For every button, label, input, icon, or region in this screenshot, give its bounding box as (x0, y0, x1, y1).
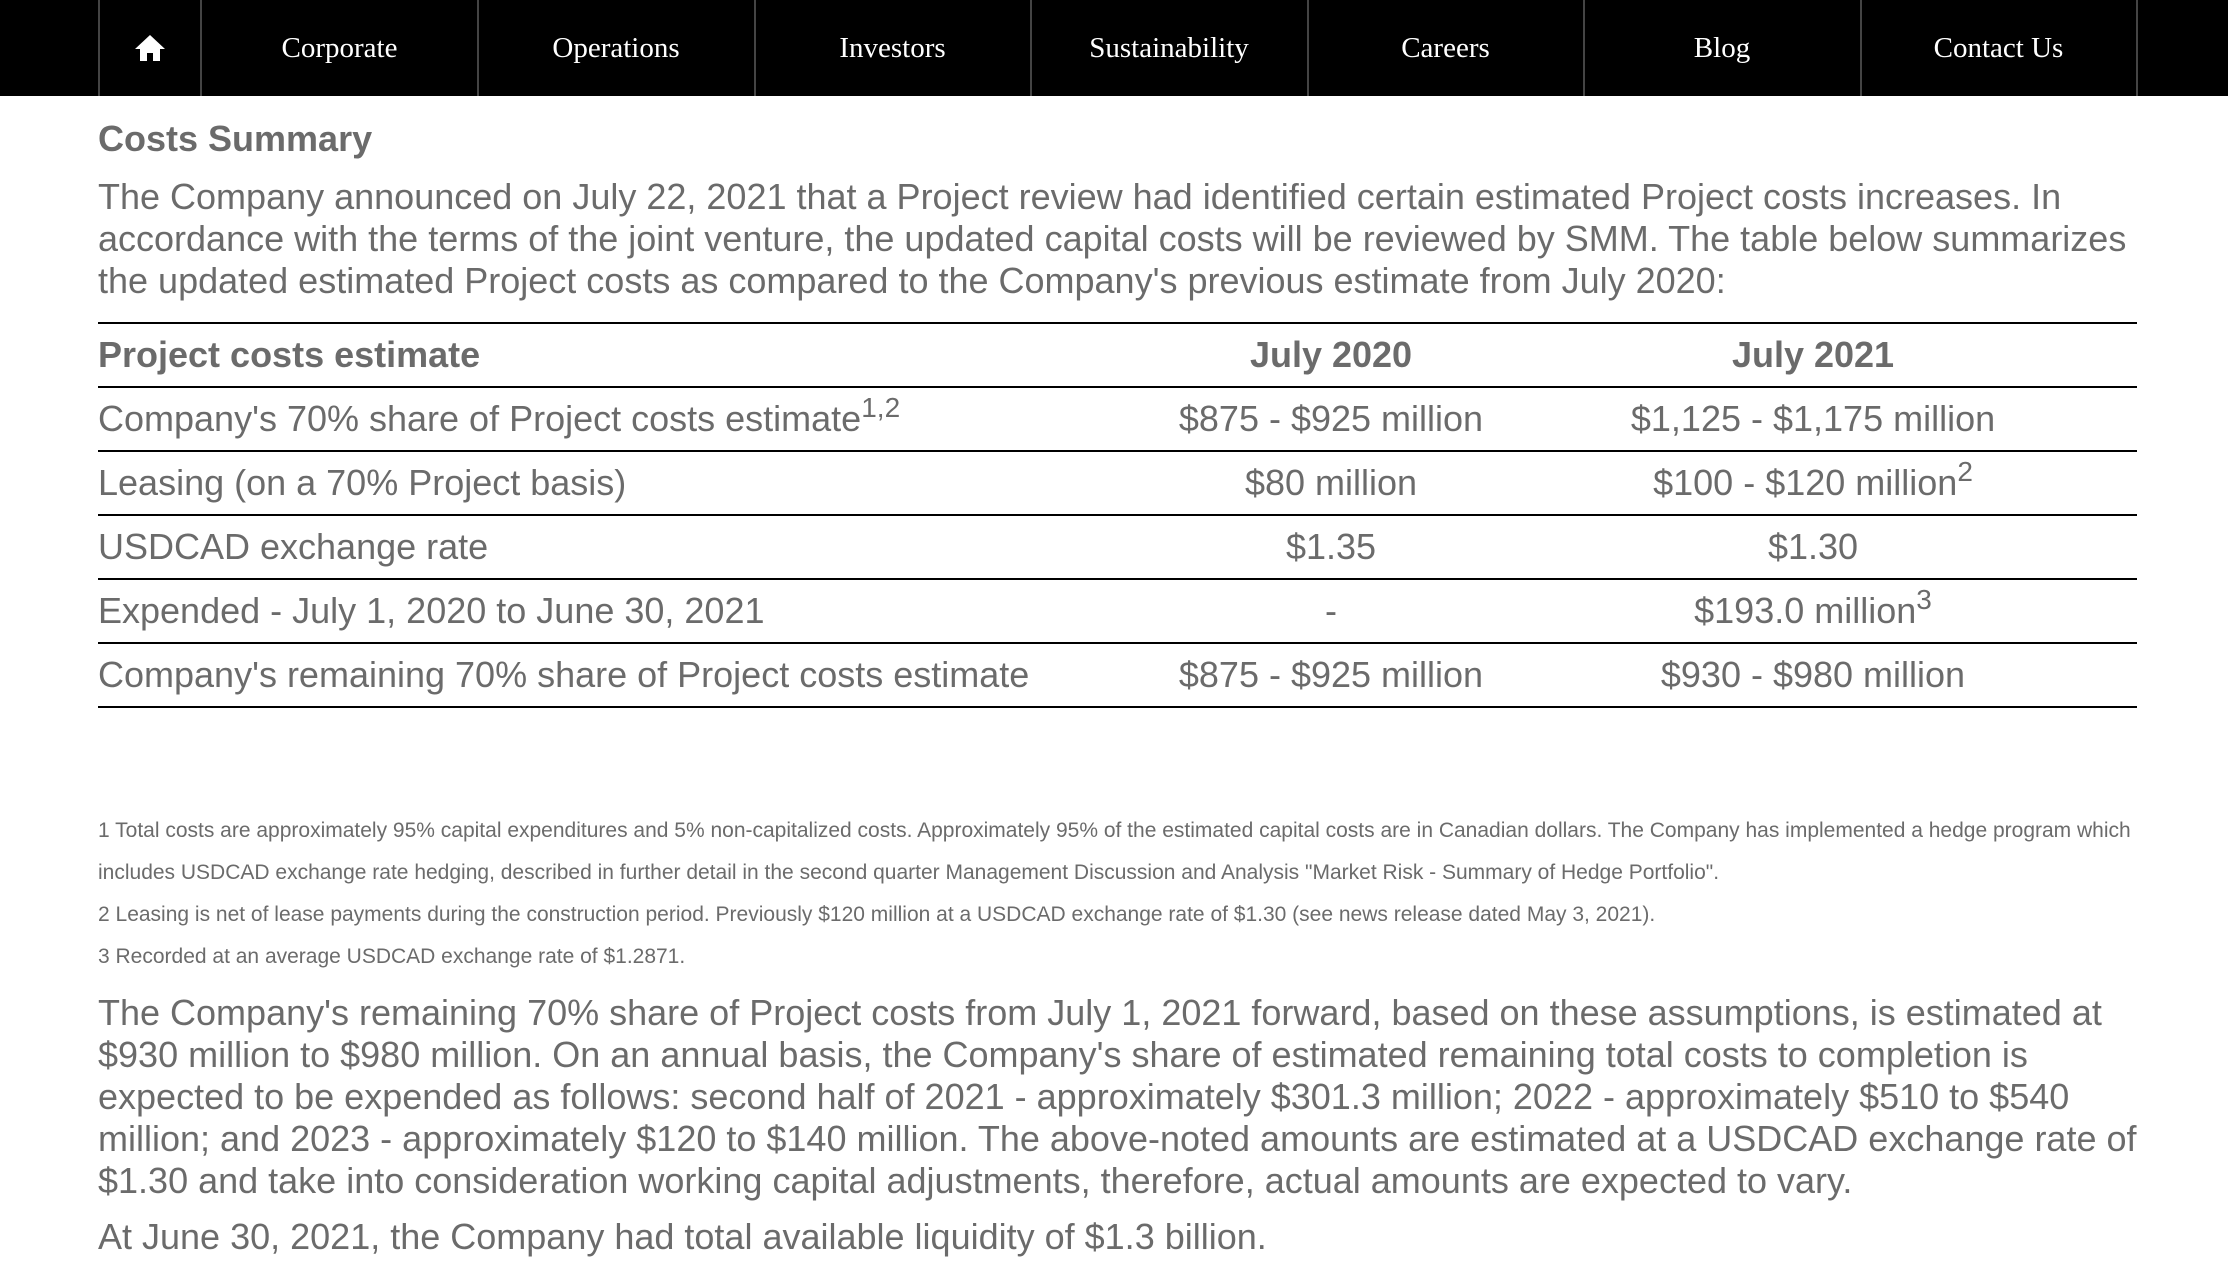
home-icon (135, 35, 165, 61)
footnote-ref: 1,2 (861, 392, 901, 423)
table-cell: $1.35 (1173, 514, 1489, 579)
table-row: Company's remaining 70% share of Project… (98, 642, 2137, 708)
cell-text: $875 - $925 million (1178, 398, 1484, 439)
nav-link[interactable]: Blog (1585, 0, 1862, 96)
home-button[interactable] (98, 0, 202, 96)
table-cell: $875 - $925 million (1173, 642, 1489, 708)
table-cell: - (1173, 578, 1489, 643)
cell-text: USDCAD exchange rate (98, 526, 489, 567)
content: Costs Summary The Company announced on J… (98, 116, 2137, 1258)
footnote-ref: 3 (1916, 584, 1932, 615)
column-header: July 2021 (1489, 322, 2137, 387)
paragraph: The Company's remaining 70% share of Pro… (98, 992, 2137, 1201)
nav-link[interactable]: Contact Us (1861, 0, 2138, 96)
table-cell: $80 million (1173, 450, 1489, 515)
cell-text: Leasing (on a 70% Project basis) (98, 462, 627, 503)
table-row: USDCAD exchange rate $1.35 $1.30 (98, 514, 2137, 579)
table-row: Expended - July 1, 2020 to June 30, 2021… (98, 578, 2137, 643)
table-cell: $1,125 - $1,175 million (1489, 386, 2137, 451)
table-cell: Leasing (on a 70% Project basis) (98, 450, 1173, 515)
footnote: 1 Total costs are approximately 95% capi… (98, 819, 2131, 884)
cell-text: - (1325, 590, 1337, 631)
cell-text: $875 - $925 million (1178, 654, 1484, 695)
column-header: Project costs estimate (98, 322, 1173, 387)
table-row: Leasing (on a 70% Project basis) $80 mill… (98, 450, 2137, 515)
table-cell: USDCAD exchange rate (98, 514, 1173, 579)
cell-text: $930 - $980 million (1660, 654, 1966, 695)
nav-link[interactable]: Sustainability (1032, 0, 1309, 96)
table-cell: $1.30 (1489, 514, 2137, 579)
nav-link[interactable]: Careers (1308, 0, 1585, 96)
table-cell: $100 - $120 million2 (1489, 450, 2137, 515)
table-cell: Expended - July 1, 2020 to June 30, 2021 (98, 578, 1173, 643)
table-cell: $875 - $925 million (1173, 386, 1489, 451)
footnote: 3 Recorded at an average USDCAD exchange… (98, 945, 686, 968)
nav-link[interactable]: Investors (755, 0, 1032, 96)
table-row: Company's 70% share of Project costs est… (98, 386, 2137, 451)
table-cell: Company's 70% share of Project costs est… (98, 386, 1173, 451)
paragraph: At June 30, 2021, the Company had total … (98, 1216, 1267, 1257)
cell-text: $1.35 (1285, 526, 1377, 567)
table-cell: $193.0 million3 (1489, 578, 2137, 643)
cell-text: $1.30 (1767, 526, 1859, 567)
costs-table: Project costs estimate July 2020 July 2021… (98, 322, 2137, 708)
nav-link[interactable]: Operations (479, 0, 756, 96)
footnote-ref: 2 (1957, 456, 1973, 487)
cell-text: $100 - $120 million (1653, 462, 1958, 503)
cell-text: $80 million (1244, 462, 1418, 503)
cell-text: $193.0 million (1694, 590, 1917, 631)
nav-link[interactable]: Corporate (202, 0, 479, 96)
column-header: July 2020 (1173, 322, 1489, 387)
nav-bar: Corporate Operations Investors Sustainabili… (0, 0, 2228, 96)
cell-text: Expended - July 1, 2020 to June 30, 2021 (98, 590, 765, 631)
intro: The Company announced on July 22, 2021 t… (98, 176, 2127, 301)
footnotes: 1 Total costs are approximately 95% capi… (98, 810, 2137, 978)
table-cell: $930 - $980 million (1489, 642, 2137, 708)
heading: Costs Summary (98, 118, 373, 159)
footnote: 2 Leasing is net of lease payments durin… (98, 903, 1656, 926)
cell-text: Company's remaining 70% share of Project… (98, 654, 1030, 695)
table-cell: Company's remaining 70% share of Project… (98, 642, 1173, 708)
cell-text: Company's 70% share of Project costs est… (98, 398, 862, 439)
cell-text: $1,125 - $1,175 million (1630, 398, 1996, 439)
table-header: Project costs estimate July 2020 July 2021 (98, 322, 2137, 387)
